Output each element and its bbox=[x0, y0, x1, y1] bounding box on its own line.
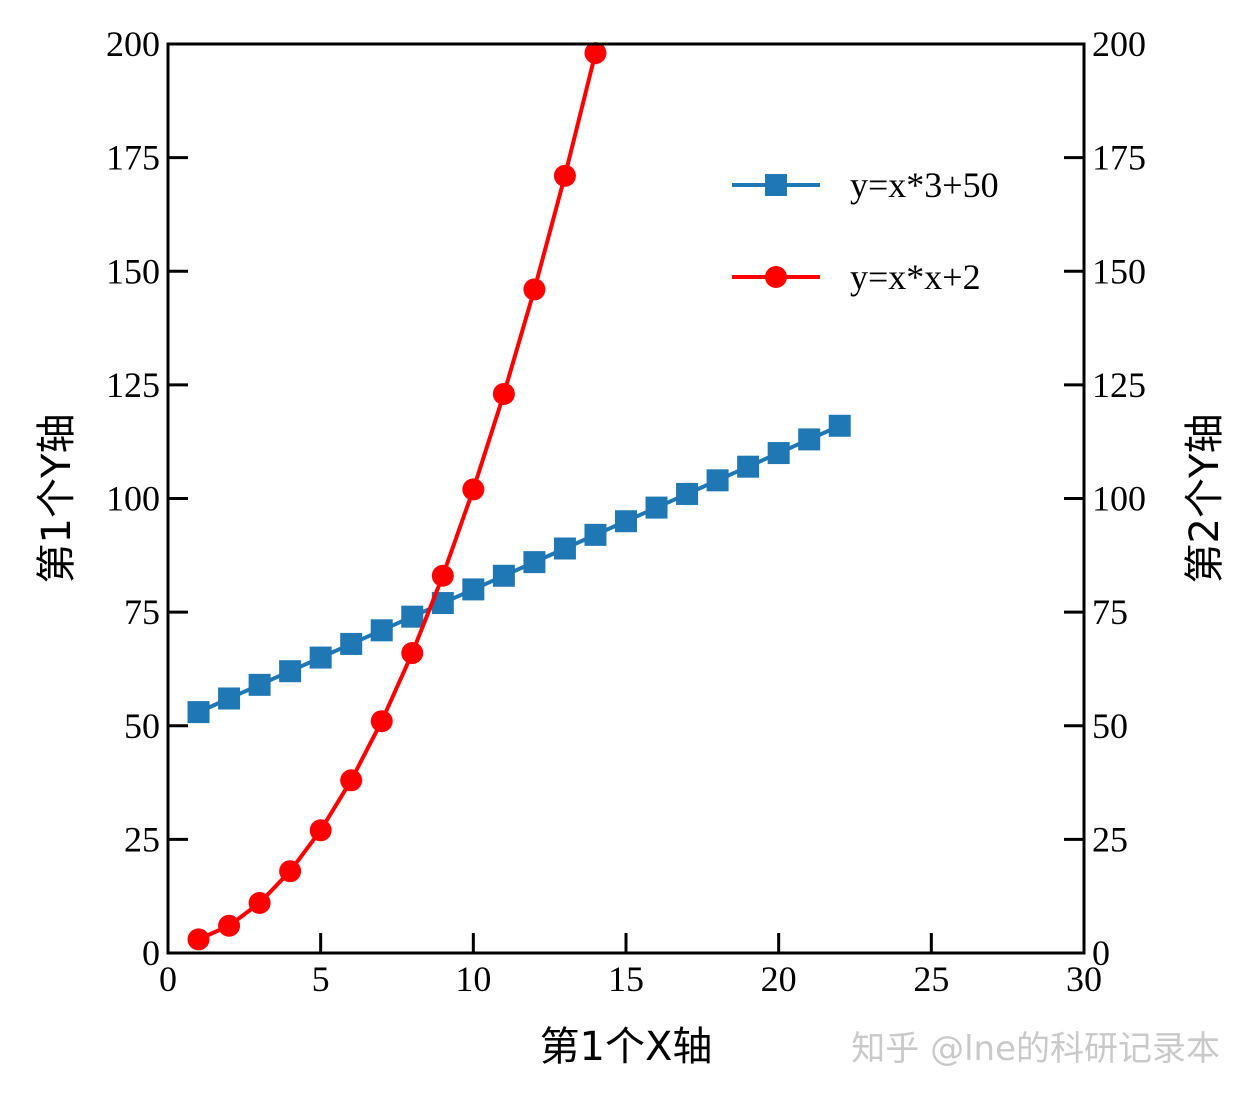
y-axis-title-left: 第1个Y轴 bbox=[34, 414, 80, 584]
watermark: 知乎 @lne的科研记录本 bbox=[851, 1029, 1220, 1069]
y-axis-title-right: 第2个Y轴 bbox=[1182, 414, 1228, 584]
data-point-circle bbox=[523, 278, 546, 301]
y-tick-label-right: 125 bbox=[1092, 365, 1146, 405]
legend: y=x*3+50 y=x*x+2 bbox=[732, 165, 999, 297]
data-point-square bbox=[370, 619, 393, 642]
x-tick-label: 0 bbox=[159, 959, 177, 999]
data-point-square bbox=[615, 510, 637, 533]
data-point-square bbox=[431, 592, 454, 615]
data-point-square bbox=[492, 564, 515, 587]
x-tick-label: 10 bbox=[455, 959, 491, 999]
data-point-circle bbox=[492, 382, 515, 405]
data-point-square bbox=[767, 442, 790, 465]
x-tick-label: 15 bbox=[608, 959, 644, 999]
data-point-square bbox=[798, 428, 821, 451]
series-linear bbox=[187, 414, 851, 724]
data-point-circle bbox=[431, 564, 454, 587]
legend-label: y=x*x+2 bbox=[850, 257, 981, 297]
y-tick-label-left: 200 bbox=[106, 24, 160, 64]
legend-label: y=x*3+50 bbox=[850, 165, 999, 205]
data-point-circle bbox=[309, 819, 332, 842]
y-tick-label-right: 200 bbox=[1092, 24, 1146, 64]
y-tick-label-left: 100 bbox=[106, 479, 160, 519]
legend-item: y=x*x+2 bbox=[732, 257, 981, 297]
x-tick-label: 5 bbox=[312, 959, 330, 999]
data-point-circle bbox=[765, 266, 787, 288]
data-point-circle bbox=[462, 478, 485, 501]
data-point-circle bbox=[248, 892, 271, 915]
data-point-square bbox=[706, 469, 729, 492]
x-axis-title: 第1个X轴 bbox=[540, 1024, 713, 1070]
data-point-square bbox=[340, 632, 363, 655]
y-tick-label-left: 25 bbox=[124, 819, 160, 859]
series-line bbox=[197, 52, 598, 942]
data-point-square bbox=[645, 496, 668, 519]
data-point-square bbox=[279, 660, 302, 683]
y-tick-label-right: 75 bbox=[1092, 592, 1128, 632]
data-point-square bbox=[187, 701, 210, 724]
data-point-square bbox=[584, 523, 607, 546]
y-tick-label-right: 0 bbox=[1092, 933, 1110, 973]
data-point-square bbox=[462, 578, 485, 601]
series-line bbox=[197, 423, 841, 714]
x-tick-label: 25 bbox=[913, 959, 949, 999]
data-point-square bbox=[765, 174, 787, 196]
data-point-circle bbox=[340, 769, 363, 792]
data-point-square bbox=[218, 687, 241, 710]
legend-item: y=x*3+50 bbox=[732, 165, 999, 205]
data-point-circle bbox=[218, 914, 241, 937]
y-tick-label-right: 150 bbox=[1092, 251, 1146, 291]
y-tick-label-left: 150 bbox=[106, 251, 160, 291]
data-point-square bbox=[553, 537, 576, 560]
y-tick-label-left: 0 bbox=[142, 933, 160, 973]
y-tick-label-left: 175 bbox=[106, 138, 160, 178]
y-tick-label-right: 100 bbox=[1092, 479, 1146, 519]
series-layer bbox=[187, 42, 851, 951]
data-point-square bbox=[828, 414, 851, 437]
x-tick-label: 30 bbox=[1066, 959, 1102, 999]
y-tick-label-right: 25 bbox=[1092, 819, 1128, 859]
data-point-circle bbox=[370, 710, 393, 733]
data-point-square bbox=[309, 646, 332, 669]
data-point-circle bbox=[553, 164, 576, 187]
data-point-square bbox=[737, 455, 760, 478]
ticks-layer: 0 5 10 15 20 25 300255075100125150175200025507… bbox=[106, 24, 1146, 999]
data-point-circle bbox=[584, 42, 607, 65]
data-point-circle bbox=[279, 860, 302, 883]
y-tick-label-right: 175 bbox=[1092, 138, 1146, 178]
data-point-circle bbox=[401, 642, 424, 665]
data-point-square bbox=[523, 551, 546, 574]
x-tick-label: 20 bbox=[761, 959, 797, 999]
series-quadratic bbox=[187, 42, 607, 951]
data-point-square bbox=[248, 673, 271, 696]
y-tick-label-left: 75 bbox=[124, 592, 160, 632]
data-point-square bbox=[676, 482, 699, 505]
data-point-square bbox=[401, 605, 424, 628]
y-tick-label-right: 50 bbox=[1092, 706, 1128, 746]
y-tick-label-left: 125 bbox=[106, 365, 160, 405]
y-tick-label-left: 50 bbox=[124, 706, 160, 746]
data-point-circle bbox=[187, 928, 210, 951]
